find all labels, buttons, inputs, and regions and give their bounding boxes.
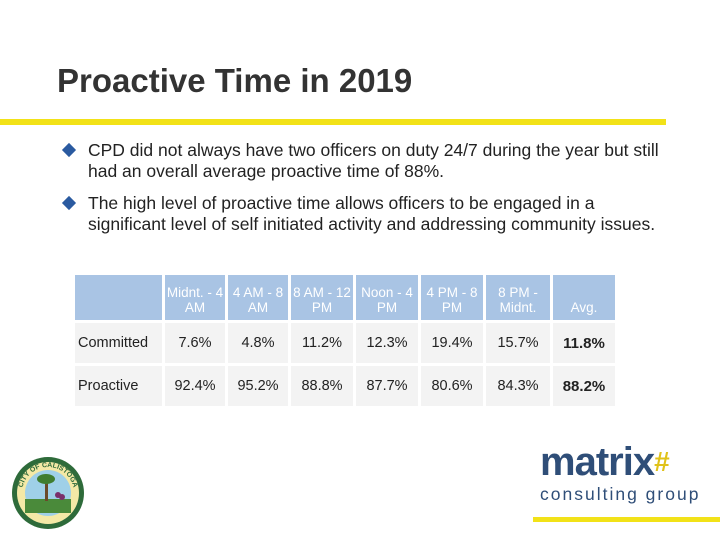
row-label: Committed — [75, 323, 162, 363]
column-header: 4 AM - 8 AM — [228, 275, 288, 320]
table-cell: 19.4% — [421, 323, 483, 363]
table-cell: 95.2% — [228, 366, 288, 406]
title-divider — [0, 119, 666, 125]
page-title: Proactive Time in 2019 — [57, 62, 413, 99]
diamond-bullet-icon — [61, 142, 77, 158]
table-corner — [75, 275, 162, 320]
table-cell: 11.2% — [291, 323, 353, 363]
column-header: Avg. — [553, 275, 615, 320]
bullet-text: The high level of proactive time allows … — [88, 193, 656, 234]
table-cell: 4.8% — [228, 323, 288, 363]
proactive-time-table: Midnt. - 4 AM 4 AM - 8 AM 8 AM - 12 PM N… — [72, 272, 618, 409]
table-header-row: Midnt. - 4 AM 4 AM - 8 AM 8 AM - 12 PM N… — [75, 275, 615, 320]
row-label: Proactive — [75, 366, 162, 406]
table-cell: 80.6% — [421, 366, 483, 406]
bullet-text: CPD did not always have two officers on … — [88, 140, 659, 181]
column-header: 8 PM - Midnt. — [486, 275, 550, 320]
column-header: 8 AM - 12 PM — [291, 275, 353, 320]
table-cell: 87.7% — [356, 366, 418, 406]
diamond-bullet-icon — [61, 195, 77, 211]
table-row: Proactive 92.4% 95.2% 88.8% 87.7% 80.6% … — [75, 366, 615, 406]
column-header: 4 PM - 8 PM — [421, 275, 483, 320]
logo-name: matrix — [540, 440, 655, 484]
table-cell: 88.8% — [291, 366, 353, 406]
matrix-consulting-logo: matrix# consulting group — [540, 442, 710, 505]
city-seal-logo: CITY OF CALISTOGA — [12, 457, 84, 529]
logo-hash-icon: # — [654, 446, 670, 477]
table-cell: 84.3% — [486, 366, 550, 406]
logo-tagline: consulting group — [540, 484, 701, 504]
logo-underline — [533, 517, 720, 522]
table-row: Committed 7.6% 4.8% 11.2% 12.3% 19.4% 15… — [75, 323, 615, 363]
average-cell: 11.8% — [553, 323, 615, 363]
column-header: Noon - 4 PM — [356, 275, 418, 320]
table-cell: 15.7% — [486, 323, 550, 363]
average-cell: 88.2% — [553, 366, 615, 406]
column-header: Midnt. - 4 AM — [165, 275, 225, 320]
table-cell: 7.6% — [165, 323, 225, 363]
table-cell: 12.3% — [356, 323, 418, 363]
table-cell: 92.4% — [165, 366, 225, 406]
